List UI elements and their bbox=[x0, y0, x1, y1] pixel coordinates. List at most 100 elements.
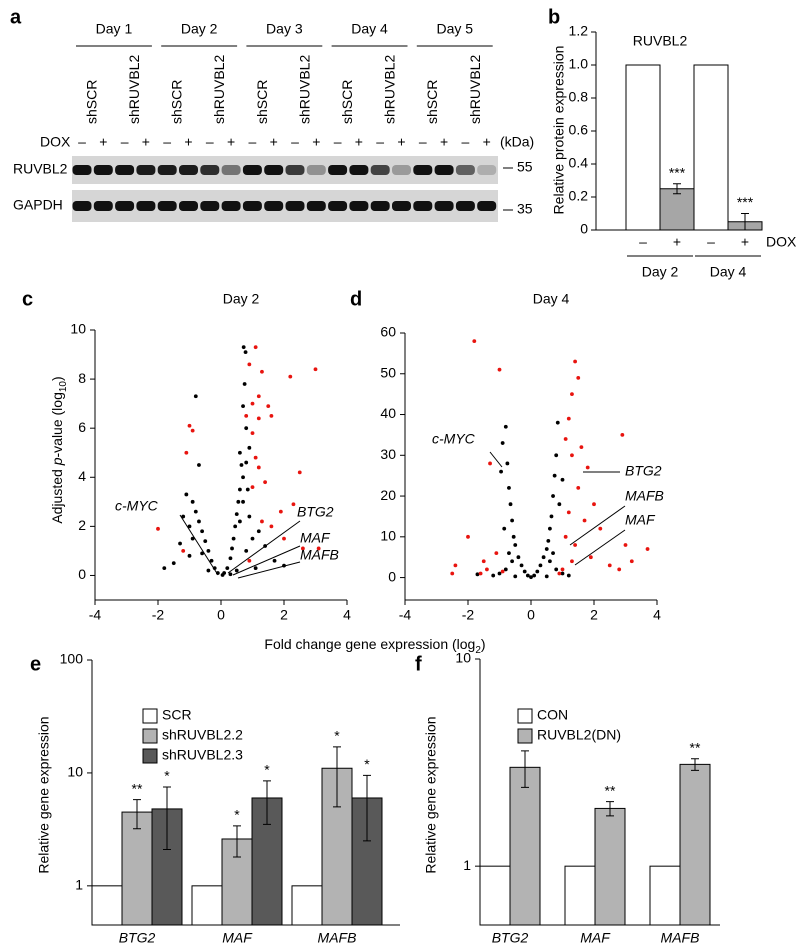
significance: *** bbox=[669, 165, 686, 181]
point bbox=[253, 345, 258, 350]
lane-label: shSCR bbox=[254, 80, 270, 124]
blot-band bbox=[136, 165, 156, 175]
y-tick-label: 0 bbox=[78, 566, 86, 582]
blot-band bbox=[157, 201, 177, 211]
y-tick-label: 6 bbox=[78, 419, 86, 435]
blot-band bbox=[115, 201, 135, 211]
point bbox=[272, 558, 277, 563]
point bbox=[453, 563, 458, 568]
blot-band bbox=[306, 201, 326, 211]
y-tick-label: 1 bbox=[75, 877, 83, 893]
x-tick-label: -2 bbox=[152, 607, 165, 623]
annotation-pointer bbox=[489, 451, 503, 468]
point bbox=[549, 514, 554, 519]
day-label: Day 1 bbox=[96, 21, 133, 37]
point bbox=[181, 514, 186, 519]
point bbox=[629, 559, 634, 564]
point bbox=[573, 543, 577, 547]
point bbox=[551, 494, 555, 498]
chart-title: Day 4 bbox=[533, 291, 570, 307]
dox-sign: + bbox=[99, 134, 107, 150]
y-tick-label: 10 bbox=[67, 764, 83, 780]
point bbox=[256, 529, 261, 534]
blot-band bbox=[434, 201, 454, 211]
point bbox=[231, 536, 236, 541]
point bbox=[181, 549, 186, 553]
point bbox=[193, 509, 198, 514]
dox-sign: + bbox=[184, 134, 192, 150]
x-tick-label: MAF bbox=[580, 930, 611, 946]
point bbox=[538, 563, 543, 568]
lane-label: shRUVBL2 bbox=[211, 55, 227, 124]
point bbox=[200, 529, 205, 534]
label-part: 10 bbox=[58, 381, 69, 393]
error-bar bbox=[673, 183, 681, 195]
lane-label: shRUVBL2 bbox=[126, 55, 142, 124]
lane-label: shSCR bbox=[424, 80, 440, 124]
point bbox=[570, 453, 574, 458]
annotation: BTG2 bbox=[297, 504, 334, 520]
day-label: Day 5 bbox=[436, 21, 473, 37]
point bbox=[623, 543, 628, 547]
lane-label: shSCR bbox=[169, 80, 185, 124]
blot-band bbox=[455, 165, 475, 175]
point bbox=[511, 534, 516, 539]
legend-swatch bbox=[142, 748, 158, 764]
point bbox=[206, 549, 211, 553]
error-bar bbox=[363, 774, 371, 842]
x-tick-label: MAF bbox=[222, 930, 253, 946]
point bbox=[494, 551, 499, 556]
point bbox=[269, 524, 274, 529]
point bbox=[560, 477, 565, 482]
y-tick-label: 10 bbox=[70, 321, 86, 337]
annotation: c-MYC bbox=[115, 498, 159, 514]
point bbox=[475, 572, 480, 577]
dox-sign: – bbox=[376, 134, 384, 150]
y-tick-label: 100 bbox=[60, 651, 84, 667]
bar bbox=[191, 885, 223, 926]
y-tick-label: 0.6 bbox=[569, 122, 589, 138]
point bbox=[510, 518, 514, 523]
dox-sign: – bbox=[78, 134, 86, 150]
x-tick-label: -4 bbox=[399, 607, 412, 623]
bar bbox=[693, 64, 729, 231]
point bbox=[250, 401, 255, 406]
dox-sign: + bbox=[270, 134, 278, 150]
point bbox=[200, 551, 205, 556]
point bbox=[620, 433, 625, 437]
blot-band bbox=[285, 165, 305, 175]
significance: ** bbox=[605, 782, 616, 798]
bar bbox=[659, 188, 695, 231]
x-tick-label: + bbox=[741, 234, 749, 250]
dox-sign: – bbox=[291, 134, 299, 150]
point bbox=[617, 567, 622, 572]
point bbox=[250, 485, 255, 489]
point bbox=[250, 431, 255, 435]
point bbox=[535, 569, 540, 574]
point bbox=[563, 437, 568, 441]
point bbox=[500, 441, 505, 445]
blot-band bbox=[221, 165, 241, 175]
point bbox=[488, 461, 492, 466]
annotation: MAFB bbox=[625, 488, 664, 504]
label-part: ) bbox=[481, 636, 486, 652]
point bbox=[472, 339, 477, 344]
y-tick-label: 50 bbox=[380, 364, 396, 380]
blot-band bbox=[328, 165, 348, 175]
dox-sign: + bbox=[227, 134, 235, 150]
point bbox=[247, 362, 252, 367]
x-tick-label: 4 bbox=[343, 607, 351, 623]
annotation: c-MYC bbox=[432, 431, 476, 447]
point bbox=[234, 568, 239, 573]
point bbox=[244, 426, 249, 431]
y-tick-label: 0 bbox=[388, 568, 396, 584]
point bbox=[566, 416, 571, 421]
x-axis-label: DOX bbox=[766, 234, 797, 250]
annotation: MAF bbox=[625, 512, 656, 528]
point bbox=[171, 561, 176, 566]
blot-band bbox=[179, 201, 198, 211]
point bbox=[607, 563, 612, 568]
y-tick-label: 0.2 bbox=[569, 188, 589, 204]
point bbox=[552, 473, 557, 478]
point bbox=[238, 450, 242, 455]
